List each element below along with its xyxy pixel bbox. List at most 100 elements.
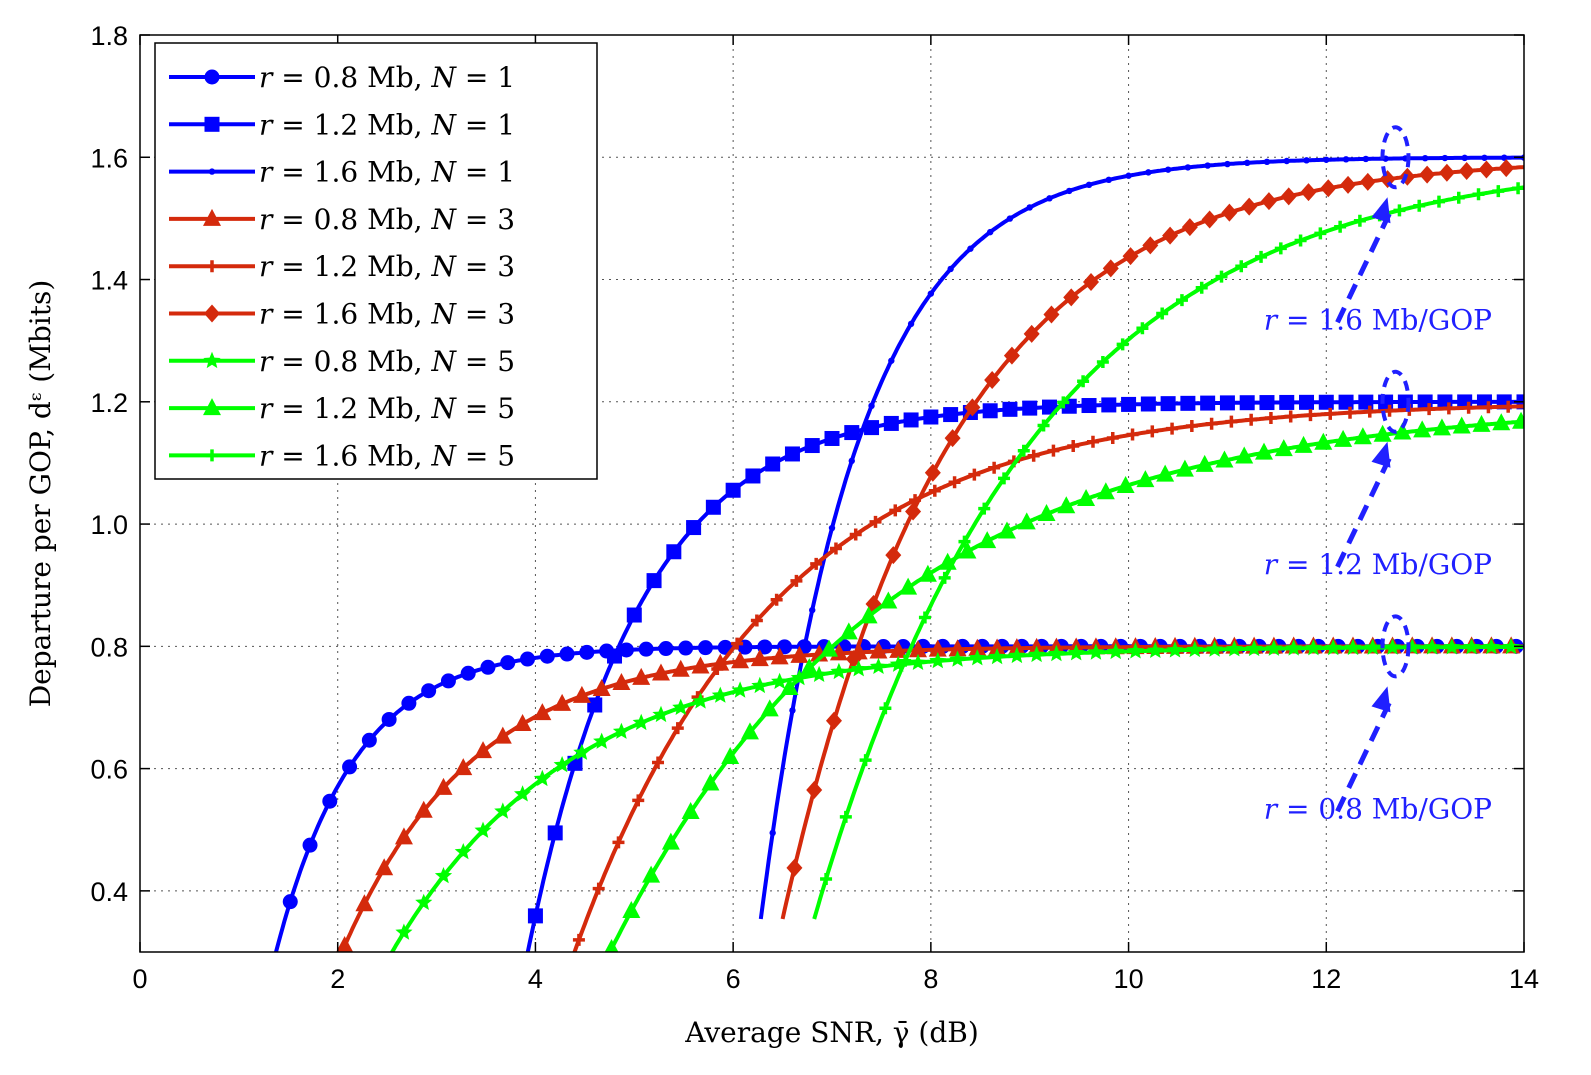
data-point bbox=[1140, 396, 1156, 412]
data-point bbox=[1175, 294, 1188, 307]
data-point bbox=[1195, 281, 1208, 294]
plot-frame bbox=[139, 34, 1525, 953]
data-point bbox=[1215, 450, 1234, 468]
data-point bbox=[652, 705, 670, 723]
data-point bbox=[1323, 156, 1330, 163]
data-point bbox=[376, 957, 393, 973]
data-point bbox=[1146, 641, 1164, 658]
data-point bbox=[760, 699, 779, 717]
legend-label: r = 1.2 Mb, N = 1 bbox=[259, 108, 515, 141]
data-point bbox=[573, 743, 591, 760]
annotation-arrow bbox=[1335, 452, 1394, 568]
data-point bbox=[765, 456, 781, 472]
data-point bbox=[1215, 270, 1228, 283]
data-point bbox=[1403, 638, 1421, 655]
data-point bbox=[1186, 640, 1204, 658]
annotation-label: r = 1.2 Mb/GOP bbox=[1264, 548, 1492, 581]
data-point bbox=[356, 994, 373, 1010]
data-point bbox=[1102, 259, 1119, 278]
legend-item: r = 1.6 Mb, N = 3 bbox=[169, 298, 515, 331]
data-point bbox=[1224, 160, 1231, 168]
legend-item: r = 1.6 Mb, N = 1 bbox=[169, 156, 515, 189]
data-point bbox=[1314, 227, 1327, 240]
data-point bbox=[1083, 272, 1100, 291]
data-point bbox=[1126, 642, 1145, 659]
data-point bbox=[997, 521, 1016, 539]
data-point bbox=[1383, 404, 1396, 417]
data-point bbox=[879, 702, 892, 715]
series-r-1-2-mb-n-1 bbox=[525, 394, 1524, 952]
data-point bbox=[923, 409, 939, 425]
data-point bbox=[883, 415, 899, 431]
data-point bbox=[751, 676, 769, 694]
data-point bbox=[829, 542, 842, 555]
data-point bbox=[652, 756, 665, 769]
data-point bbox=[889, 504, 902, 517]
data-point bbox=[500, 655, 516, 671]
data-point bbox=[1047, 644, 1065, 662]
legend-marker bbox=[203, 351, 221, 369]
data-point bbox=[593, 732, 611, 749]
legend-item: r = 0.8 Mb, N = 3 bbox=[169, 203, 515, 236]
data-point bbox=[1006, 215, 1014, 222]
data-point bbox=[848, 457, 855, 465]
data-point bbox=[691, 656, 710, 674]
data-point bbox=[1344, 638, 1362, 656]
legend-marker bbox=[204, 69, 220, 85]
data-point bbox=[454, 843, 472, 860]
data-point bbox=[1501, 154, 1508, 161]
data-point bbox=[1160, 396, 1176, 412]
data-point bbox=[1037, 504, 1056, 522]
data-point bbox=[1066, 187, 1073, 195]
data-point bbox=[1096, 355, 1109, 368]
data-point bbox=[646, 573, 662, 589]
data-point bbox=[1235, 260, 1248, 273]
data-point bbox=[1255, 442, 1274, 460]
data-point bbox=[1136, 470, 1155, 488]
data-point bbox=[1205, 417, 1218, 430]
data-point bbox=[1204, 162, 1211, 169]
data-point bbox=[651, 663, 670, 681]
annotation-label: r = 0.8 Mb/GOP bbox=[1264, 792, 1492, 825]
data-point bbox=[394, 827, 413, 845]
series-line bbox=[339, 644, 1523, 952]
data-point bbox=[770, 647, 789, 665]
data-point bbox=[1002, 401, 1018, 417]
data-point bbox=[1206, 640, 1224, 657]
data-point bbox=[869, 657, 887, 674]
data-point bbox=[1502, 400, 1515, 413]
data-point bbox=[1057, 396, 1070, 409]
data-point bbox=[958, 541, 977, 559]
x-tick-label: 6 bbox=[726, 964, 741, 994]
data-point bbox=[1334, 429, 1353, 447]
data-point bbox=[800, 658, 819, 676]
data-point bbox=[868, 402, 875, 410]
data-point bbox=[1043, 305, 1060, 324]
ticks: 0 2 4 6 8 10 12 14 0.4 0.6 0.8 1.0 1.2 1.4 1.6 1.8 bbox=[90, 21, 1539, 994]
data-point bbox=[592, 882, 605, 895]
data-point bbox=[520, 651, 536, 667]
data-point bbox=[1180, 395, 1196, 411]
data-point bbox=[1028, 645, 1046, 663]
data-point bbox=[632, 794, 645, 807]
data-point bbox=[434, 777, 453, 795]
data-point bbox=[731, 637, 744, 650]
data-point bbox=[1421, 154, 1429, 162]
data-point bbox=[1146, 425, 1159, 438]
data-point bbox=[553, 756, 571, 773]
data-point bbox=[1482, 401, 1495, 414]
x-tick-label: 8 bbox=[923, 964, 938, 994]
data-point bbox=[1318, 394, 1334, 410]
data-point bbox=[632, 713, 650, 731]
data-point bbox=[572, 933, 585, 946]
data-point bbox=[982, 403, 998, 419]
data-point bbox=[514, 785, 532, 802]
data-point bbox=[440, 673, 456, 689]
data-point bbox=[1472, 188, 1485, 201]
data-point bbox=[820, 872, 833, 885]
data-point bbox=[1438, 163, 1455, 182]
data-point bbox=[1101, 397, 1117, 413]
data-point bbox=[885, 546, 902, 565]
data-point bbox=[1121, 396, 1137, 412]
data-point bbox=[1265, 639, 1283, 656]
